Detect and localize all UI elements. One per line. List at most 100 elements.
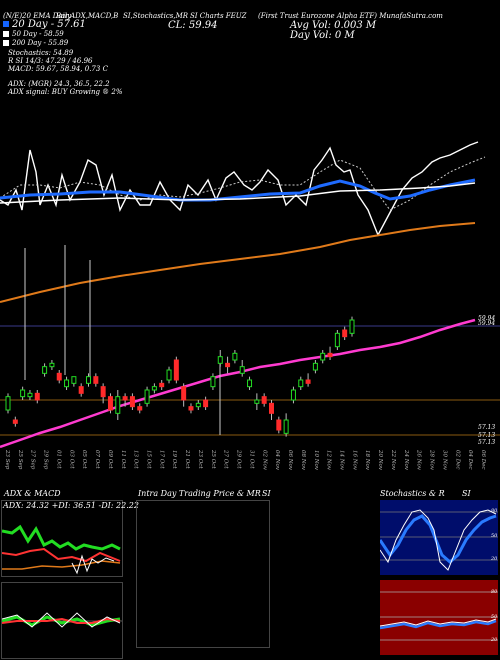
x-axis-label: 29 Sep: [43, 449, 49, 470]
header-tag1: (N/E)20 EMA Daily: [3, 12, 71, 20]
adx-minus-di-line: [2, 547, 121, 563]
candle-body: [217, 356, 223, 364]
candle-body: [5, 396, 11, 411]
candle-body: [283, 419, 289, 434]
x-axis-label: 05 Oct: [81, 450, 87, 469]
rsi-level-80: 80: [491, 589, 498, 595]
x-axis-label: 15 Oct: [146, 450, 152, 469]
candle-body: [334, 332, 340, 348]
stoch-si-label: SI: [462, 489, 471, 498]
x-axis-label: 01 Oct: [55, 450, 61, 469]
x-axis-label: 24 Nov: [403, 449, 409, 471]
candle-body: [93, 376, 99, 384]
header-tag4: SI Charts FEUZ: [190, 12, 247, 20]
candle-body: [151, 386, 157, 391]
candle-body: [122, 396, 128, 401]
lower-ma-line: [0, 318, 476, 449]
candle-body: [100, 386, 106, 398]
legend-50-label: 50 Day - 58.59: [12, 30, 64, 38]
x-axis-label: 14 Nov: [338, 450, 344, 471]
close-price: CL: 59.94: [168, 20, 218, 31]
candle-body: [42, 366, 48, 374]
candle-body: [225, 362, 231, 368]
candle-body: [290, 389, 296, 401]
x-axis-label: 23 Oct: [197, 449, 203, 469]
avg-volume: Avg Vol: 0.003 M: [290, 20, 377, 31]
adx-plus-di-line: [2, 524, 121, 551]
level-label-5: 57.13: [478, 439, 496, 446]
x-axis-label: 02 Nov: [261, 450, 267, 471]
x-axis-label: 16 Nov: [351, 450, 357, 471]
stoch-d-line: [380, 509, 497, 571]
x-axis-label: 27 Sep: [30, 449, 36, 470]
adx-signal: ADX signal: BUY Growing ® 2%: [8, 88, 123, 96]
candle-body: [12, 419, 18, 424]
level-label-1: 59.94: [478, 315, 496, 322]
rsi-level-20: 20: [491, 637, 498, 643]
rsi-line: [380, 619, 497, 630]
stoch-level-20: 20: [491, 556, 498, 562]
header-tag3: SI,Stochastics,MR: [123, 12, 189, 20]
adx-white-line: [71, 554, 115, 575]
candle-body: [144, 389, 150, 404]
adx-line: [2, 560, 121, 570]
candle-body: [203, 399, 209, 408]
candle-body: [181, 386, 187, 401]
x-axis-label: 11 Oct: [120, 450, 126, 469]
stoch-level-80: 80: [491, 508, 498, 514]
day-volume: Day Vol: 0 M: [290, 30, 355, 41]
candle-body: [254, 399, 260, 404]
x-axis-label: 20 Nov: [377, 449, 383, 471]
x-axis-label: 04 Nov: [274, 450, 280, 471]
macd-green-line: [2, 615, 121, 627]
rsi-level-50: 50: [491, 614, 498, 620]
candle-body: [166, 369, 172, 381]
x-axis-label: 06 Nov: [287, 450, 293, 471]
candle-body: [20, 389, 26, 398]
macd-value: MACD: 59.67, 58.94, 0.73 C: [8, 65, 108, 73]
candle-body: [49, 362, 55, 368]
legend-200-swatch: [3, 40, 9, 46]
stoch-level-50: 50: [491, 533, 498, 539]
ema-50-line: [0, 182, 476, 204]
x-axis-label: 27 Oct: [223, 449, 229, 469]
x-axis-label: 06 Dec: [480, 450, 486, 470]
candle-body: [129, 396, 135, 408]
legend-20-label: 20 Day - 57.61: [12, 19, 86, 30]
candle-body: [56, 372, 62, 381]
legend-20-swatch: [3, 21, 9, 27]
price-chart: 23 Sep 25 Sep 27 Sep 29 Sep 01 Oct 03 Oct 05 O…: [0, 141, 500, 471]
x-axis-label: 18 Nov: [364, 450, 370, 471]
candles-group: [5, 316, 355, 437]
header-tag2: Bar,ADX,MACD,B: [56, 12, 119, 20]
candle-body: [64, 379, 70, 388]
x-axis-label: 12 Nov: [326, 450, 332, 471]
x-axis-label: 25 Oct: [210, 449, 216, 469]
x-axis-label: 09 Oct: [107, 450, 113, 469]
x-axis-label: 31 Oct: [248, 450, 254, 469]
stoch-value: Stochastics: 54.89: [8, 49, 74, 57]
candle-body: [188, 406, 194, 411]
candle-body: [239, 366, 245, 374]
candle-body: [349, 319, 355, 334]
candle-body: [71, 376, 77, 384]
candle-body: [86, 376, 92, 384]
signal-line-dotted: [0, 156, 486, 211]
candle-body: [320, 352, 326, 361]
x-axis-label: 25 Sep: [17, 449, 23, 470]
x-axis-label: 07 Oct: [94, 450, 100, 469]
x-axis-labels: 23 Sep 25 Sep 27 Sep 29 Sep 01 Oct 03 Oct 05 O…: [4, 449, 486, 471]
candle-body: [27, 392, 33, 398]
adx-panel-title: ADX & MACD: [4, 489, 61, 498]
x-axis-label: 02 Dec: [454, 450, 460, 470]
candle-body: [115, 396, 121, 414]
stochastics-panel: [380, 500, 498, 575]
candle-body: [34, 392, 40, 401]
candle-body: [276, 419, 282, 431]
x-axis-label: 04 Dec: [467, 450, 473, 470]
legend-50-swatch: [3, 31, 9, 37]
level-label-2: 59.94: [478, 320, 496, 327]
intraday-panel-title: Intra Day Trading Price & MR: [138, 489, 261, 498]
x-axis-label: 28 Nov: [429, 449, 435, 471]
x-axis-label: 13 Oct: [133, 450, 139, 469]
